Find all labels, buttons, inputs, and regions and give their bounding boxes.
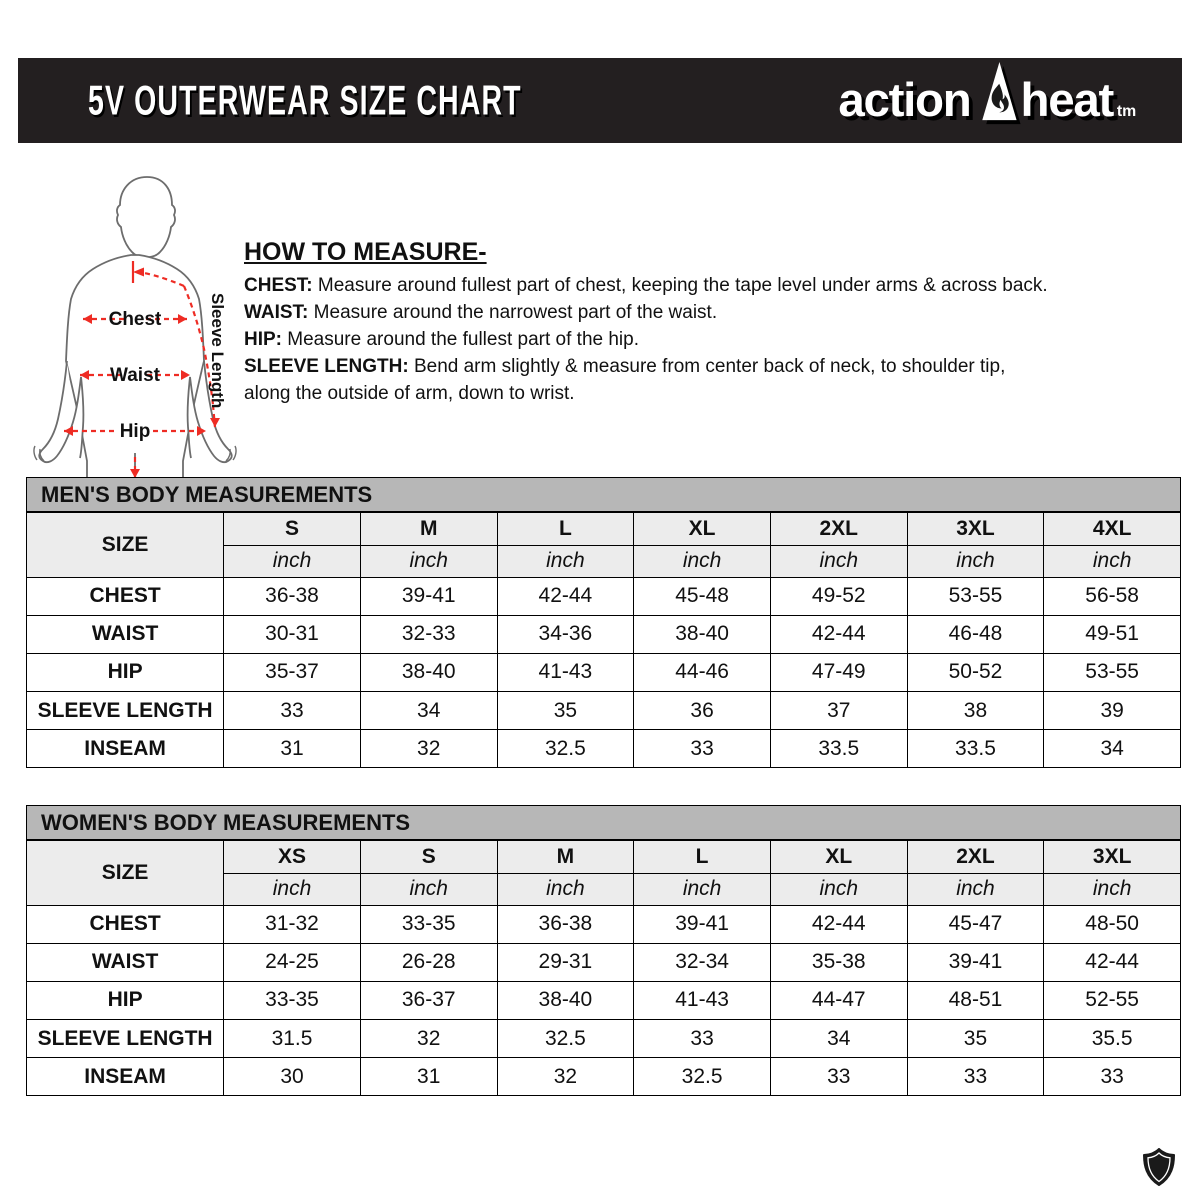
svg-text:Hip: Hip [120, 421, 151, 442]
svg-text:Waist: Waist [110, 365, 161, 386]
svg-text:Chest: Chest [109, 309, 162, 330]
svg-text:action: action [838, 74, 970, 127]
svg-text:tm: tm [1117, 103, 1136, 120]
svg-text:heat: heat [1021, 74, 1115, 127]
